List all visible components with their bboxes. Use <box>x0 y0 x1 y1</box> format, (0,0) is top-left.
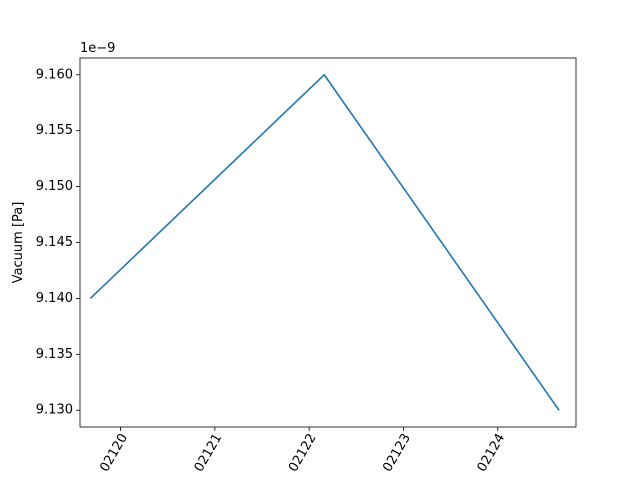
x-tick-label: 02121 <box>192 431 226 474</box>
x-tick-label: 02124 <box>475 431 509 474</box>
y-tick-label: 9.155 <box>36 123 73 138</box>
series-line-0 <box>89 73 560 411</box>
x-axis: 02120 02121 02122 02123 02124 <box>97 427 508 475</box>
x-tick-label: 02123 <box>380 431 414 474</box>
y-tick-label: 9.145 <box>36 235 73 250</box>
y-offset-label: 1e−9 <box>80 41 115 56</box>
y-tick-label: 9.160 <box>36 67 73 82</box>
y-axis-label: Vacuum [Pa] <box>11 202 26 284</box>
y-tick-label: 9.130 <box>36 403 73 418</box>
y-axis: 9.130 9.135 9.140 9.145 9.150 9.155 9.160 <box>36 67 80 418</box>
plot-area <box>80 58 576 427</box>
x-tick-label: 02120 <box>97 431 131 474</box>
y-tick-label: 9.135 <box>36 347 73 362</box>
series-layer <box>89 73 560 411</box>
x-tick-label: 02122 <box>286 431 320 474</box>
y-tick-label: 9.150 <box>36 179 73 194</box>
y-tick-label: 9.140 <box>36 291 73 306</box>
